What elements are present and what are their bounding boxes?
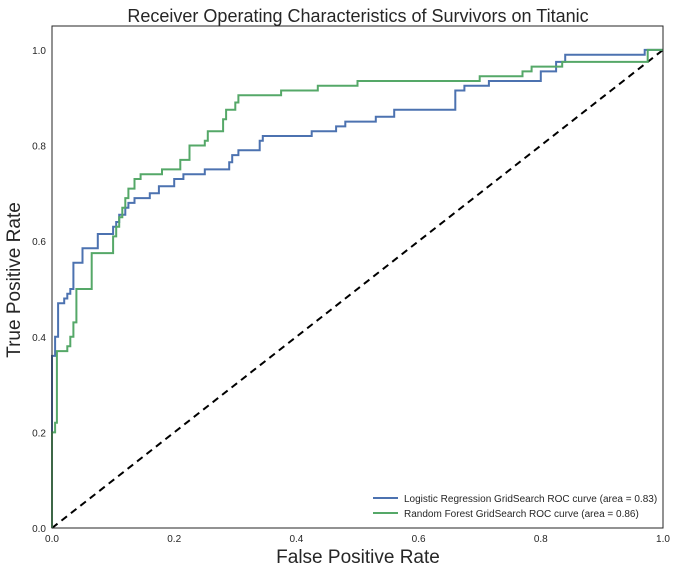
x-tick-label: 0.0 (45, 534, 59, 545)
x-tick-label: 0.8 (534, 534, 548, 545)
y-axis-label: True Positive Rate (4, 202, 25, 358)
y-ticks: 0.0 0.2 0.4 0.6 0.8 1.0 (32, 46, 46, 535)
x-tick-label: 0.2 (167, 534, 181, 545)
diagonal-reference-line (51, 49, 664, 529)
y-tick-label: 0.2 (32, 428, 46, 439)
legend-label-logistic-regression: Logistic Regression GridSearch ROC curve… (404, 494, 657, 505)
y-tick-label: 0.0 (32, 524, 46, 535)
x-tick-label: 0.6 (412, 534, 426, 545)
y-tick-label: 1.0 (32, 46, 46, 57)
plot-area (51, 25, 664, 529)
y-tick-label: 0.6 (32, 237, 46, 248)
legend: Logistic Regression GridSearch ROC curve… (373, 494, 657, 520)
random-forest-roc-line (51, 48, 663, 528)
series-layer (51, 48, 664, 529)
legend-label-random-forest: Random Forest GridSearch ROC curve (area… (404, 509, 639, 520)
x-tick-label: 1.0 (656, 534, 670, 545)
y-tick-label: 0.4 (32, 333, 46, 344)
chart-title: Receiver Operating Characteristics of Su… (127, 6, 588, 26)
y-tick-label: 0.8 (32, 142, 46, 153)
x-tick-label: 0.4 (289, 534, 303, 545)
plot-frame (51, 25, 664, 529)
logistic-regression-roc-line (51, 48, 663, 528)
x-ticks: 0.0 0.2 0.4 0.6 0.8 1.0 (45, 534, 670, 545)
x-axis-label: False Positive Rate (276, 547, 440, 568)
